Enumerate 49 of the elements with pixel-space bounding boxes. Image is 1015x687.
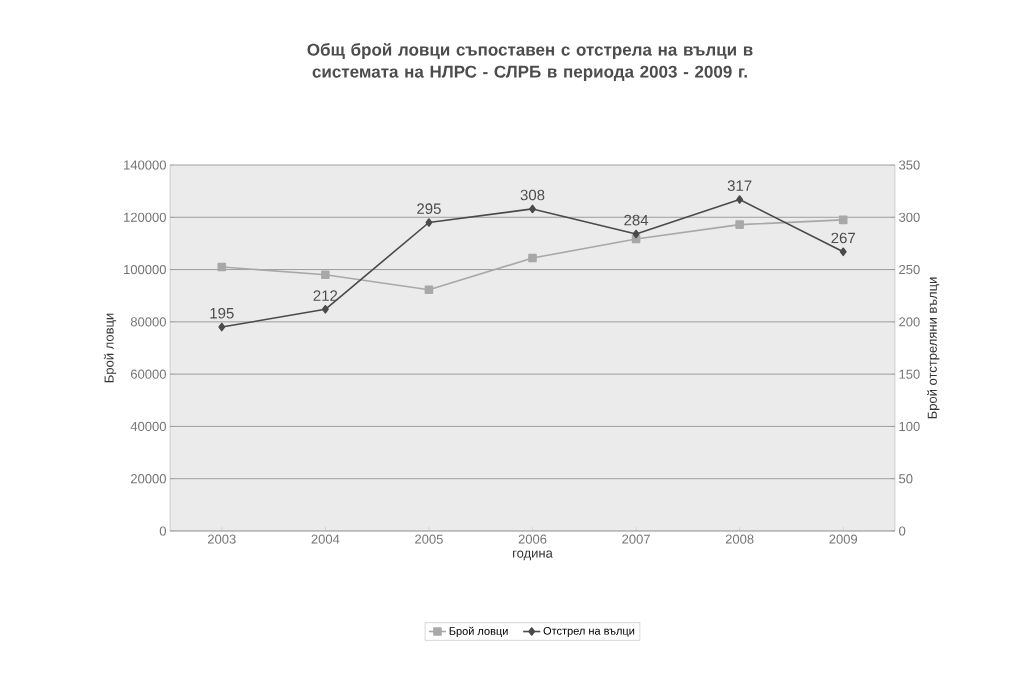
legend-label: Брой ловци bbox=[449, 626, 508, 638]
y-tick-label: 60000 bbox=[130, 369, 166, 379]
point bbox=[839, 247, 847, 257]
x-tick-label: 2004 bbox=[311, 534, 340, 544]
data-label: 317 bbox=[727, 180, 752, 191]
x-tick-label: 2008 bbox=[725, 534, 754, 544]
data-label: 267 bbox=[831, 232, 855, 244]
y-tick-label: 140000 bbox=[124, 160, 166, 170]
y-axis-title: Брой ловци bbox=[103, 313, 117, 383]
data-label: 212 bbox=[313, 290, 338, 301]
x-tick-label: 2007 bbox=[622, 534, 650, 544]
data-label: 195 bbox=[210, 307, 234, 319]
y2-tick-label: 250 bbox=[899, 264, 920, 275]
y2-tick-label: 100 bbox=[899, 421, 920, 432]
legend-label: Отстрел на вълци bbox=[543, 626, 635, 637]
data-label: 295 bbox=[417, 203, 441, 214]
y2-tick-label: 50 bbox=[899, 474, 913, 484]
point bbox=[528, 253, 537, 263]
y-tick-label: 80000 bbox=[130, 317, 166, 327]
y2-axis-title: Брой отстреляни вълци bbox=[927, 277, 940, 419]
point bbox=[529, 204, 536, 214]
y-tick-label: 100000 bbox=[124, 264, 166, 275]
y2-tick-label: 350 bbox=[899, 160, 920, 170]
y-tick-label: 20000 bbox=[130, 474, 166, 484]
x-tick-label: 2009 bbox=[829, 534, 858, 544]
y-tick-label: 40000 bbox=[130, 421, 166, 432]
point bbox=[425, 218, 433, 227]
point bbox=[217, 262, 227, 272]
x-tick-label: 2005 bbox=[415, 534, 443, 544]
x-tick-label: 2003 bbox=[207, 534, 236, 544]
y-tick-label: 0 bbox=[159, 526, 166, 536]
y2-tick-label: 300 bbox=[899, 212, 920, 222]
y-tick-label: 120000 bbox=[124, 212, 166, 222]
y2-tick-label: 150 bbox=[899, 369, 920, 379]
x-tick-label: 2006 bbox=[518, 534, 547, 544]
x-axis-title: година bbox=[513, 550, 553, 561]
y2-tick-label: 0 bbox=[899, 526, 906, 536]
point bbox=[321, 305, 329, 314]
point bbox=[736, 195, 744, 204]
data-label: 284 bbox=[624, 214, 649, 226]
point bbox=[632, 229, 640, 239]
point bbox=[321, 270, 330, 280]
point bbox=[218, 322, 226, 332]
data-label: 308 bbox=[520, 189, 545, 201]
y2-tick-label: 200 bbox=[899, 317, 920, 327]
point bbox=[424, 285, 434, 294]
point bbox=[735, 220, 744, 229]
chart-title: Общ брой ловци съпоставен с отстрела на вълци в системата на НЛРС - СЛРБ в периода 2003 - 2009 г. bbox=[307, 42, 753, 82]
point bbox=[838, 215, 848, 225]
